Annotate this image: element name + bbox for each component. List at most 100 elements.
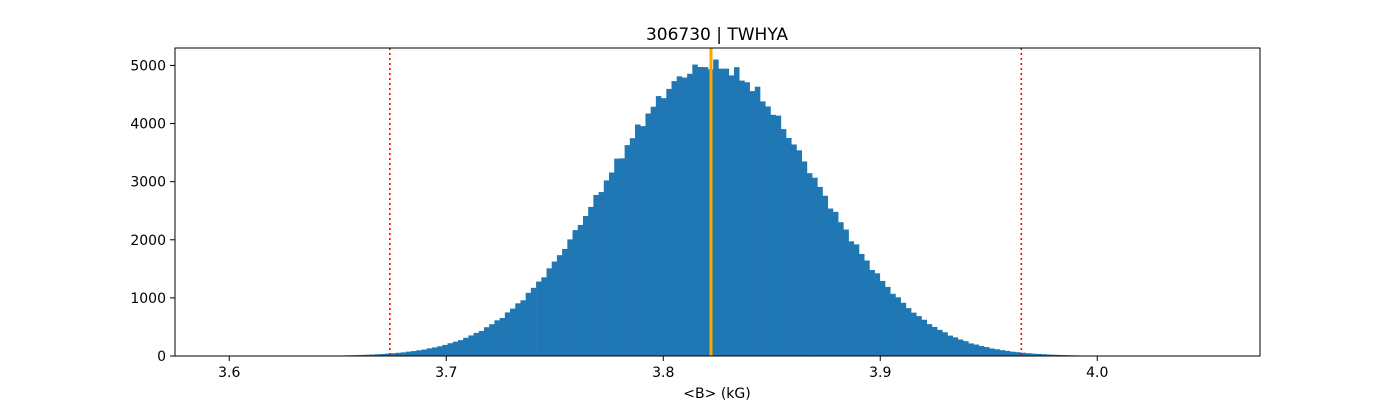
histogram-bar [656,96,662,356]
histogram-bar [984,347,990,356]
histogram-bar [489,324,495,356]
histogram-bar [864,260,870,356]
histogram-bar [468,335,474,356]
histogram-bar [645,113,651,356]
histogram-bar [484,327,490,356]
histogram-bar [578,225,584,356]
histogram-bar [614,159,620,356]
histogram-bar [411,351,417,356]
histogram-bar [432,347,438,356]
histogram-bar [625,145,631,356]
histogram-bar [739,81,745,356]
histogram-bar [609,173,615,357]
histogram-bar [557,255,563,356]
histogram-bar [724,69,730,356]
histogram-bar [854,244,860,356]
histogram-bar [463,338,469,356]
histogram-bar [573,230,579,356]
x-axis-title: <B> (kG) [683,386,750,400]
histogram-bar [520,300,526,356]
histogram-bar [901,303,907,356]
y-tick-label: 1000 [130,291,166,307]
histogram-bar [640,126,646,356]
histogram-bar [1010,352,1016,356]
y-tick-label: 4000 [130,117,166,133]
histogram-bar [588,207,594,356]
histogram-bar [802,161,808,356]
histogram-bar [1005,351,1011,356]
histogram-bar [807,173,813,356]
histogram-bar [698,67,704,356]
histogram-bar [442,345,448,356]
histogram-bar [953,337,959,356]
histogram-bar [948,336,954,356]
histogram-bar [1015,352,1021,356]
histogram-bar [604,180,610,356]
histogram-bar [494,320,500,356]
histogram-bar [875,273,881,356]
histogram-bar [1000,350,1006,356]
histogram-bar [833,212,839,356]
histogram-bar [515,303,521,356]
histogram-bar [885,287,891,356]
histogram-bar [619,158,625,356]
histogram-bar [760,101,766,356]
histogram-bar [979,346,985,356]
histogram-bar [661,98,667,356]
histogram-bar [916,316,922,356]
histogram-bar [796,150,802,356]
histogram-bar [531,288,537,356]
histogram-bar [437,346,443,356]
histogram-bar [755,87,761,356]
histogram-bar [630,138,636,356]
histogram-bar [562,249,568,356]
histogram-bar [666,89,672,356]
histogram-bar [718,69,724,356]
histogram-bar [765,106,771,356]
histogram-bar [859,254,865,356]
histogram-bar [729,75,735,356]
histogram-bar [682,78,688,356]
histogram-bar [734,67,740,356]
histogram-bar [599,192,605,356]
histogram-bar [963,341,969,356]
histogram-bar [974,345,980,356]
histogram-bar [880,281,886,356]
x-tick-label: 3.9 [869,365,891,381]
histogram-bar [687,74,693,356]
histogram-bar [890,294,896,356]
histogram-bar [781,129,787,356]
histogram-bar [536,282,542,356]
histogram-bar [906,308,912,356]
histogram-bar [401,352,407,356]
chart-title: 306730 | TWHYA [646,25,788,45]
histogram-bar [869,270,875,356]
histogram-bar [770,115,776,356]
histogram-bar [744,82,750,356]
histogram-bar [593,195,599,356]
histogram-bar [713,60,719,356]
histogram-bar [817,187,823,356]
histogram-bar [786,138,792,356]
histogram-bar [776,116,782,356]
histogram-bar [937,330,943,356]
histogram-bar [672,81,678,356]
histogram-bar [791,144,797,356]
histogram-bar [994,349,1000,356]
histogram-bar [479,331,485,356]
histogram-bar [427,348,433,356]
x-tick-label: 4.0 [1086,365,1108,381]
histogram-bar [921,320,927,356]
histogram-bar [750,91,756,356]
histogram-bar [505,312,511,356]
y-tick-label: 2000 [130,233,166,249]
x-tick-label: 3.8 [652,365,674,381]
histogram-bar [843,230,849,356]
y-tick-label: 5000 [130,58,166,74]
x-tick-label: 3.7 [435,365,457,381]
histogram-bar [989,349,995,357]
histogram-bar [677,76,683,356]
histogram-bar [416,350,422,356]
